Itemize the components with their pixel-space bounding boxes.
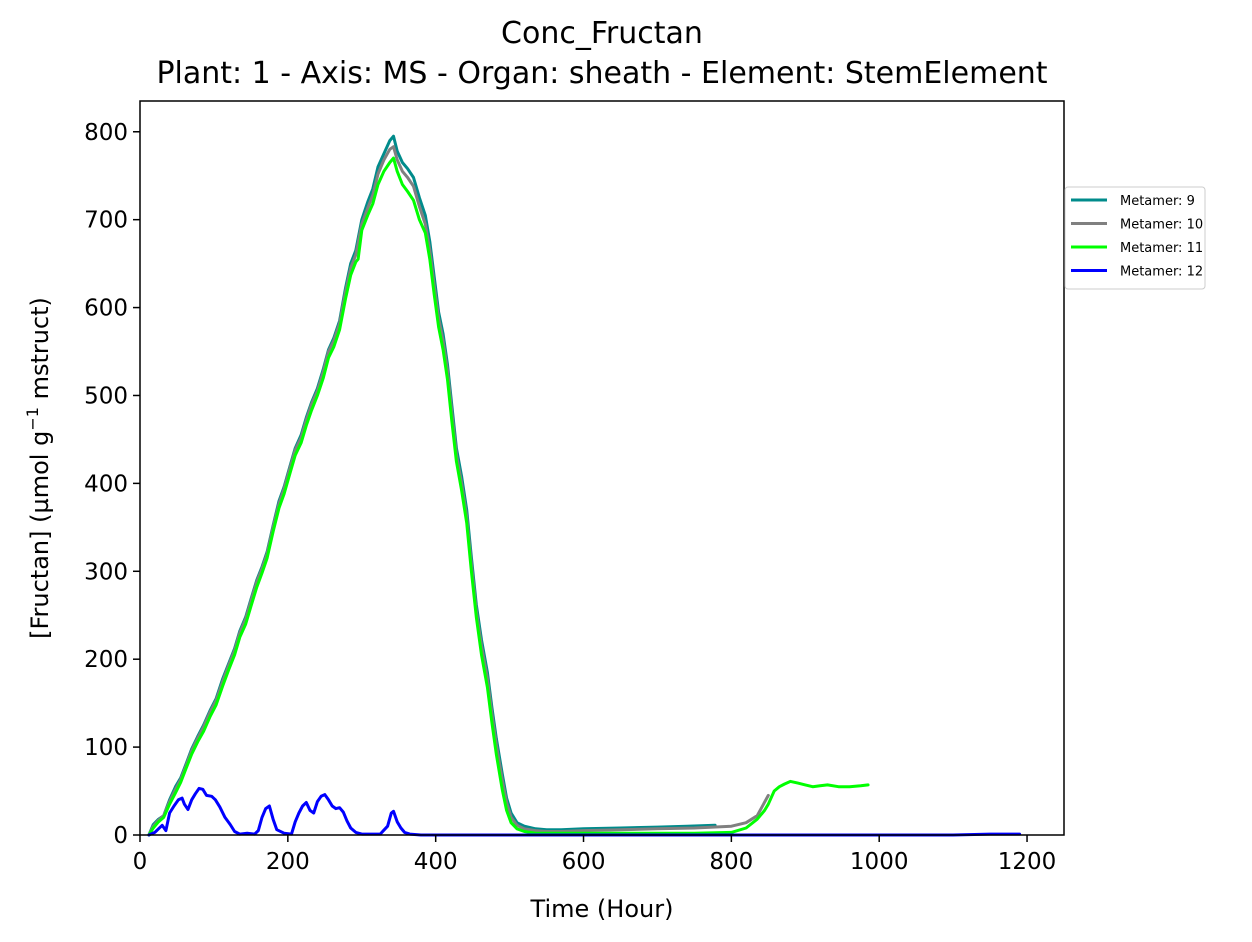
y-tick-label: 500 bbox=[84, 383, 128, 409]
y-axis-label-tail: mstruct) bbox=[26, 297, 54, 407]
y-tick-label: 800 bbox=[84, 120, 128, 146]
legend-label: Metamer: 12 bbox=[1120, 265, 1203, 280]
series-line-3 bbox=[147, 156, 870, 837]
legend-label: Metamer: 9 bbox=[1120, 194, 1195, 209]
y-tick-label: 300 bbox=[84, 559, 128, 585]
x-tick-label: 1200 bbox=[998, 849, 1057, 875]
y-tick-label: 200 bbox=[84, 647, 128, 673]
y-axis: 0 100 200 300 400 500 600 700 800 bbox=[84, 120, 140, 849]
x-tick-label: 600 bbox=[562, 849, 606, 875]
y-axis-label-main: [Fructan] (µmol g bbox=[26, 431, 54, 639]
chart-title: Conc_Fructan bbox=[501, 16, 703, 51]
x-tick-label: 400 bbox=[414, 849, 458, 875]
legend-frame bbox=[1064, 186, 1206, 290]
x-tick-label: 1000 bbox=[850, 849, 909, 875]
x-axis: 0 200 400 600 800 1000 1200 bbox=[133, 835, 1057, 875]
chart-subtitle: Plant: 1 - Axis: MS - Organ: sheath - El… bbox=[156, 56, 1047, 91]
x-tick-label: 0 bbox=[133, 849, 148, 875]
legend: Metamer: 9 Metamer: 10 Metamer: 11 Metamer:… bbox=[1064, 186, 1206, 290]
x-tick-label: 800 bbox=[709, 849, 753, 875]
plot-frame bbox=[139, 100, 1065, 836]
y-tick-label: 600 bbox=[84, 296, 128, 322]
legend-label: Metamer: 11 bbox=[1120, 241, 1203, 256]
y-axis-label: [Fructan] (µmol g−1 mstruct) bbox=[23, 297, 54, 639]
y-tick-label: 700 bbox=[84, 208, 128, 234]
series-layer bbox=[147, 134, 1022, 837]
x-tick-label: 200 bbox=[266, 849, 310, 875]
y-axis-label-superscript: −1 bbox=[23, 407, 42, 431]
plot-area bbox=[140, 101, 1064, 835]
legend-label: Metamer: 10 bbox=[1120, 218, 1203, 233]
y-tick-label: 100 bbox=[84, 735, 128, 761]
series-line-4 bbox=[147, 786, 1022, 837]
y-tick-label: 0 bbox=[113, 823, 128, 849]
series-line-2 bbox=[147, 145, 770, 837]
x-axis-label: Time (Hour) bbox=[530, 895, 674, 923]
y-tick-label: 400 bbox=[84, 471, 128, 497]
